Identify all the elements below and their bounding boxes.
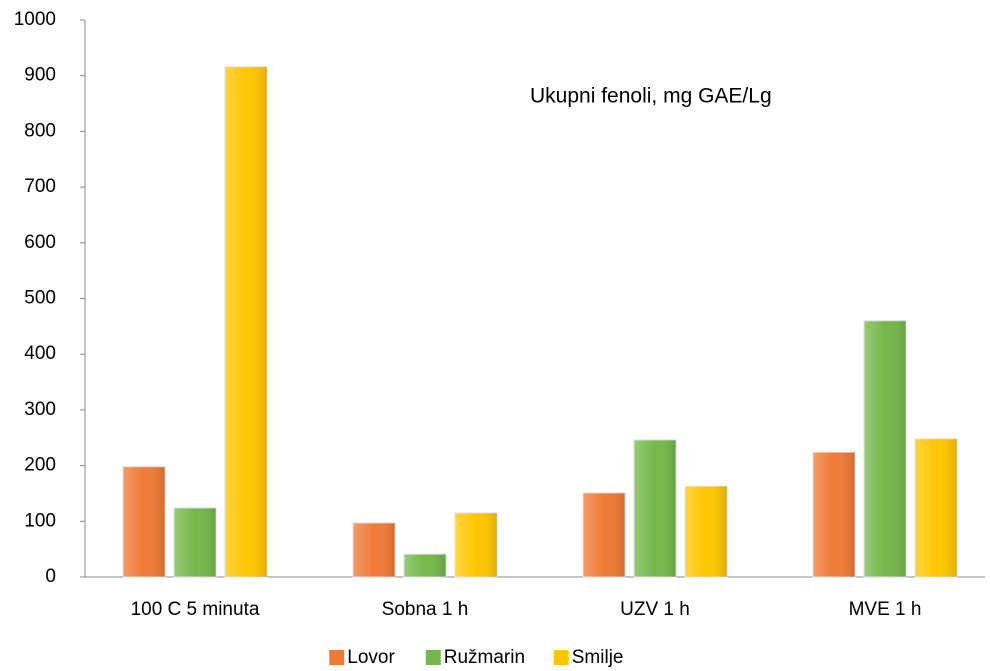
legend-swatch [329, 650, 345, 665]
y-tick-label: 200 [24, 455, 56, 476]
legend-label: Smilje [572, 647, 624, 668]
bar [403, 553, 447, 578]
y-tick-label: 500 [24, 288, 56, 309]
legend-label: Ružmarin [444, 647, 525, 668]
bar [122, 466, 166, 578]
x-tick-label: 100 C 5 minuta [131, 599, 260, 620]
y-tick-label: 100 [24, 510, 56, 531]
x-tick-label: MVE 1 h [849, 599, 922, 620]
bar [454, 512, 498, 578]
legend-label: Lovor [347, 647, 395, 668]
y-tick-label: 1000 [14, 9, 56, 30]
bar [224, 66, 268, 578]
legend-swatch [425, 650, 441, 665]
bar [173, 507, 217, 578]
bar [633, 439, 677, 578]
x-tick-label: UZV 1 h [620, 599, 690, 620]
y-tick-label: 700 [24, 176, 56, 197]
x-tick-label: Sobna 1 h [382, 599, 469, 620]
y-tick-label: 300 [24, 399, 56, 420]
bar [684, 485, 728, 578]
bar [582, 492, 626, 578]
y-tick-label: 400 [24, 343, 56, 364]
bar [863, 320, 907, 578]
bar [352, 522, 396, 578]
bar [914, 438, 958, 578]
legend-swatch [553, 650, 569, 665]
annotation: Ukupni fenoli, mg GAE/Lg [530, 85, 772, 108]
y-tick-label: 900 [24, 65, 56, 86]
y-tick-label: 600 [24, 232, 56, 253]
y-tick-label: 800 [24, 120, 56, 141]
bar [812, 451, 856, 578]
y-tick-label: 0 [45, 566, 56, 587]
